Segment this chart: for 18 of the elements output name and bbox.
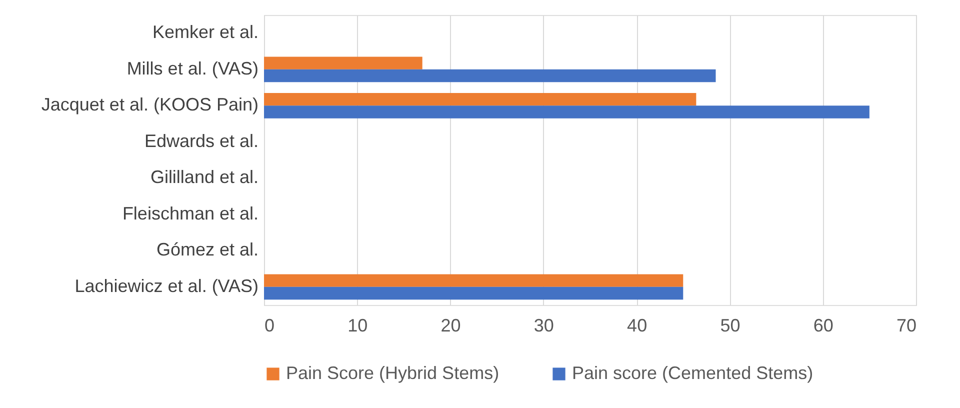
x-tick-label: 20	[440, 316, 461, 336]
y-tick-label: Kemker et al.	[152, 22, 258, 42]
y-tick-label: Jacquet et al. (KOOS Pain)	[41, 94, 258, 115]
x-tick-label: 10	[348, 316, 368, 336]
x-tick-label: 0	[264, 316, 275, 336]
y-tick-label: Fleischman et al.	[122, 203, 258, 224]
legend-label: Pain score (Cemented Stems)	[572, 363, 814, 383]
x-tick-label: 30	[534, 316, 554, 336]
x-tick-label: 70	[896, 316, 916, 336]
y-tick-label: Edwards et al.	[144, 130, 258, 151]
y-tick-label: Lachiewicz et al. (VAS)	[74, 276, 258, 296]
legend-label: Pain Score (Hybrid Stems)	[286, 363, 500, 383]
x-tick-label: 50	[720, 316, 740, 336]
y-tick-label: Gómez et al.	[156, 240, 258, 260]
x-tick-label: 40	[627, 316, 648, 336]
x-tick-label: 60	[813, 316, 834, 336]
y-tick-label: Mills et al. (VAS)	[126, 58, 258, 78]
y-tick-label: Gililland et al.	[150, 167, 258, 188]
